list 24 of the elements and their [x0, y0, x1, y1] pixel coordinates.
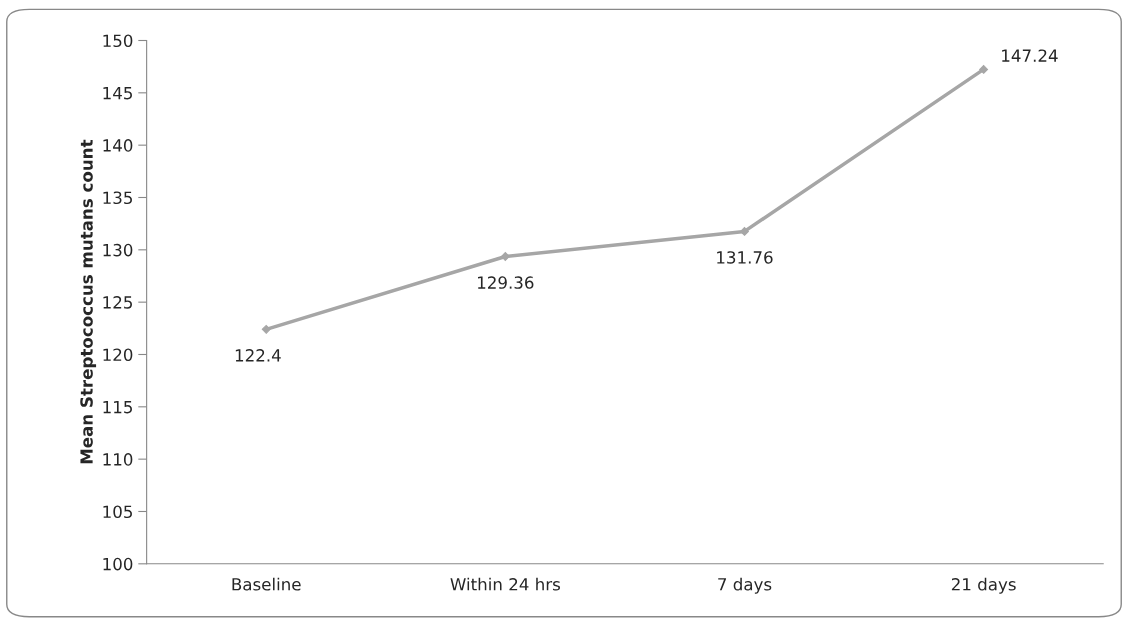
- x-tick-label: 7 days: [718, 577, 772, 594]
- x-tick-label: Baseline: [232, 577, 301, 591]
- y-tick-label: 140: [103, 139, 133, 152]
- y-tick-label: 100: [103, 557, 133, 571]
- y-tick-label: 120: [103, 348, 133, 362]
- data-label: 129.36: [478, 276, 534, 289]
- point: [261, 324, 271, 334]
- x-tick-label: 21 days: [951, 577, 1016, 594]
- point: [979, 64, 989, 74]
- x-tick-label: Within 24 hrs: [450, 577, 560, 591]
- point: [740, 226, 749, 236]
- y-axis-title: Mean Streptococcus mutans count: [80, 139, 97, 464]
- y-tick-label: 125: [103, 296, 132, 309]
- y-tick-label: 105: [103, 505, 132, 519]
- point: [500, 252, 510, 261]
- y-tick-label: 150: [103, 34, 133, 48]
- data-label: 122.4: [235, 349, 281, 362]
- y-tick-label: 130: [103, 243, 133, 257]
- y-tick-label: 145: [103, 87, 132, 100]
- y-tick-label: 115: [103, 401, 132, 414]
- y-tick-label: 110: [103, 453, 133, 466]
- data-label: 131.76: [717, 251, 773, 264]
- y-tick-label: 135: [103, 191, 132, 205]
- data-label: 147.24: [1002, 49, 1058, 62]
